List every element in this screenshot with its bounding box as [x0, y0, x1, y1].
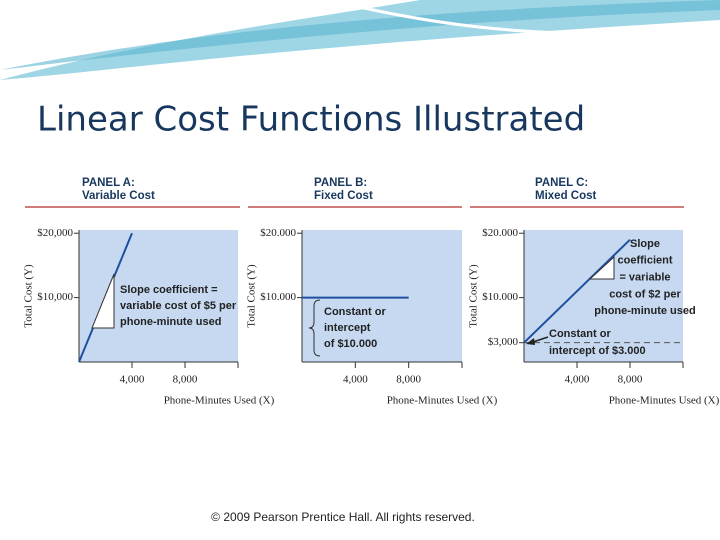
plot-area: [302, 230, 462, 362]
panel-subtitle: Fixed Cost: [314, 190, 373, 202]
slide-title: Linear Cost Functions Illustrated: [37, 100, 585, 140]
y-tick-label: $20,000: [37, 227, 73, 239]
x-axis-label: Phone-Minutes Used (X): [609, 395, 720, 407]
annotation: Slope coefficient =: [120, 284, 218, 296]
annotation: phone-minute used: [594, 305, 695, 317]
annotation: cost of $2 per: [609, 288, 681, 300]
annotation: phone-minute used: [120, 316, 221, 328]
panel-title: PANEL B:: [314, 177, 367, 189]
annotation: of $10.000: [324, 338, 377, 350]
x-tick-label: 4,000: [343, 374, 368, 386]
slope-triangle: [588, 255, 615, 280]
annotation: intercept of $3.000: [549, 345, 646, 357]
panel-subtitle: Mixed Cost: [535, 190, 597, 202]
x-axis-label: Phone-Minutes Used (X): [387, 395, 498, 407]
y-tick-label: $10,000: [37, 291, 73, 303]
annotation: coefficient: [617, 255, 672, 267]
panel-title: PANEL C:: [535, 177, 588, 189]
annotation: Constant or: [324, 306, 386, 318]
x-tick-label: 4,000: [565, 374, 590, 386]
annotation: intercept: [324, 322, 371, 334]
annotation: variable cost of $5 per: [120, 300, 237, 312]
x-tick-label: 8,000: [396, 374, 421, 386]
x-tick-label: 8,000: [618, 374, 643, 386]
annotation: = variable: [619, 272, 670, 284]
header-swoosh: [0, 0, 720, 80]
y-axis-label: Total Cost (Y): [468, 264, 480, 328]
footer: © 2009 Pearson Prentice Hall. All rights…: [211, 510, 475, 524]
panel-title: PANEL A:: [82, 177, 135, 189]
y-tick-label: $3,000: [488, 336, 519, 348]
annotation: Constant or: [549, 328, 611, 340]
y-tick-label: $20.000: [260, 227, 296, 239]
y-tick-label: $20.000: [482, 227, 518, 239]
y-tick-label: $10.000: [482, 291, 518, 303]
header-swoosh: [329, 0, 720, 36]
x-tick-label: 8,000: [173, 374, 198, 386]
panel-subtitle: Variable Cost: [82, 190, 155, 202]
arrowhead: [526, 338, 535, 345]
x-axis-label: Phone-Minutes Used (X): [164, 395, 275, 407]
y-axis-label: Total Cost (Y): [23, 264, 35, 328]
x-tick-label: 4,000: [120, 374, 145, 386]
slope-triangle: [91, 273, 115, 329]
plot-area: [524, 230, 683, 362]
header-swoosh: [0, 0, 720, 70]
y-axis-label: Total Cost (Y): [246, 264, 258, 328]
brace: [308, 299, 321, 357]
annotation: Slope: [630, 238, 660, 250]
y-tick-label: $10.000: [260, 291, 296, 303]
cost-line: [523, 238, 631, 344]
plot-area: [79, 230, 238, 362]
